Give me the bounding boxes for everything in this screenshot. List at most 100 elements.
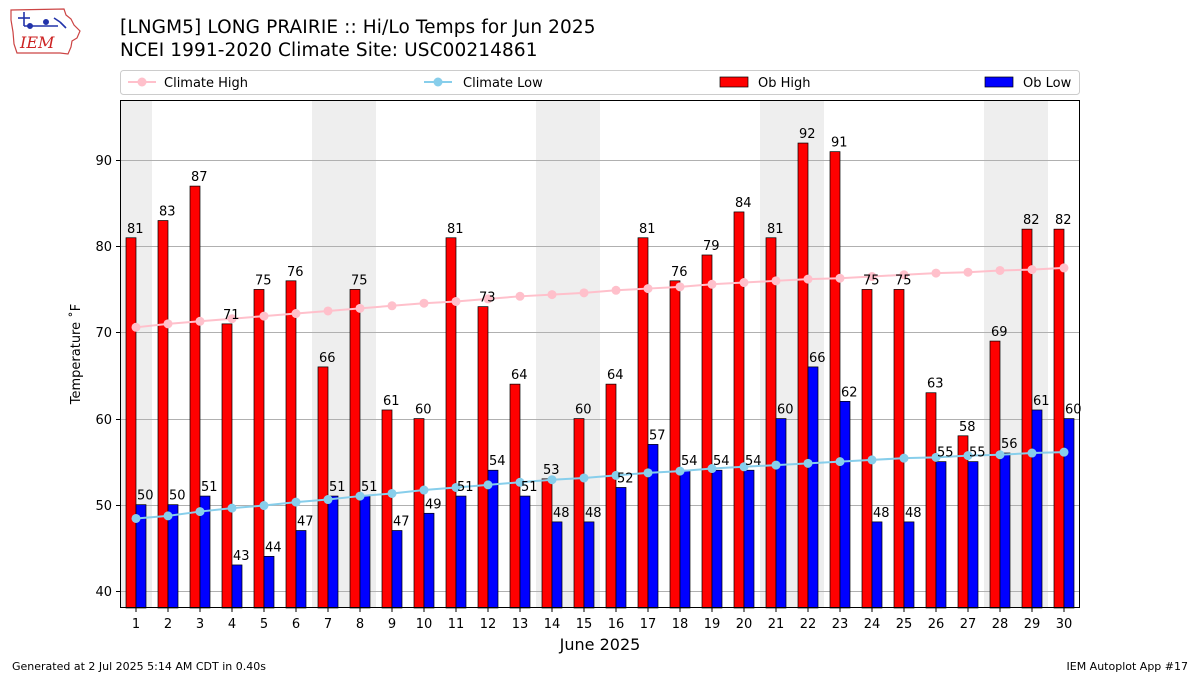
climate-low-line (135, 451, 1065, 520)
ob-low-value-label: 57 (649, 428, 666, 443)
climate-low-point (547, 475, 557, 485)
climate-high-point (675, 282, 685, 292)
x-tick-label: 16 (608, 617, 625, 632)
climate-high-point (867, 272, 877, 282)
ob-high-value-label: 75 (255, 273, 272, 288)
climate-low-point (131, 513, 141, 523)
ob-low-value-label: 55 (969, 446, 986, 461)
ob-low-value-label: 66 (809, 351, 826, 366)
ob-high-bar (637, 237, 649, 609)
climate-high-point (291, 309, 301, 319)
climate-low-point (483, 480, 493, 490)
ob-low-value-label: 54 (681, 454, 698, 469)
climate-high-point (995, 265, 1005, 275)
ob-low-value-label: 48 (553, 506, 570, 521)
ob-high-value-label: 73 (479, 291, 496, 306)
ob-high-value-label: 75 (351, 273, 368, 288)
climate-high-point (707, 279, 717, 289)
generated-timestamp: Generated at 2 Jul 2025 5:14 AM CDT in 0… (12, 660, 266, 673)
ob-high-value-label: 79 (703, 239, 720, 254)
ob-low-value-label: 50 (137, 489, 154, 504)
legend-climate-high-label: Climate High (164, 76, 248, 91)
climate-low-point (515, 477, 525, 487)
ob-low-bar (903, 521, 915, 609)
x-tick-label: 10 (416, 617, 433, 632)
x-tick-label: 21 (768, 617, 785, 632)
x-tick-label: 2 (164, 617, 172, 632)
climate-low-point (291, 497, 301, 507)
ob-low-value-label: 49 (425, 497, 442, 512)
ob-high-bar (221, 323, 233, 609)
climate-low-point (963, 451, 973, 461)
climate-low-point (227, 503, 237, 513)
ob-low-value-label: 47 (393, 515, 410, 530)
ob-high-value-label: 71 (223, 308, 240, 323)
climate-high-point (515, 291, 525, 301)
ob-high-bar (285, 280, 297, 609)
climate-high-point (899, 270, 909, 280)
iowa-state-outline (10, 8, 81, 55)
ob-high-bar (989, 340, 1001, 609)
ob-low-bar (935, 461, 947, 609)
ob-high-bar (893, 289, 905, 609)
ob-high-value-label: 53 (543, 463, 560, 478)
x-tick-label: 18 (672, 617, 689, 632)
climate-low-point (643, 468, 653, 478)
legend-ob-high-label: Ob High (758, 76, 811, 91)
ob-low-value-label: 54 (713, 454, 730, 469)
climate-high-point (323, 306, 333, 316)
y-tick-label: 80 (95, 240, 112, 255)
ob-high-bar (573, 418, 585, 609)
x-tick-label: 25 (896, 617, 913, 632)
ob-low-value-label: 54 (745, 454, 762, 469)
ob-low-bar (807, 366, 819, 609)
y-tick-label: 90 (95, 154, 112, 169)
climate-high-point (579, 288, 589, 298)
ob-low-value-label: 62 (841, 385, 858, 400)
climate-low-point (899, 453, 909, 463)
ob-low-value-label: 48 (585, 506, 602, 521)
climate-high-point (643, 284, 653, 294)
ob-high-bar (605, 383, 617, 609)
iem-logo: IEM (10, 8, 81, 55)
ob-low-value-label: 47 (297, 515, 314, 530)
x-tick-label: 30 (1056, 617, 1073, 632)
climate-high-point (483, 294, 493, 304)
climate-high-line (135, 266, 1065, 329)
climate-low-point (1027, 448, 1037, 458)
ob-low-value-label: 51 (457, 480, 474, 495)
x-tick-label: 6 (292, 617, 300, 632)
ob-low-bar (423, 512, 435, 609)
ob-low-bar (455, 495, 467, 609)
ob-high-value-label: 87 (191, 170, 208, 185)
ob-low-bar (519, 495, 531, 609)
climate-high-point (931, 268, 941, 278)
ob-high-value-label: 64 (511, 368, 528, 383)
ob-low-bar (679, 469, 691, 609)
ob-high-bar (157, 220, 169, 609)
climate-low-point (835, 457, 845, 467)
ob-high-bar (445, 237, 457, 609)
climate-high-point (803, 274, 813, 284)
ob-high-value-label: 61 (383, 394, 400, 409)
ob-low-bar (231, 564, 243, 609)
climate-high-point (739, 278, 749, 288)
ob-low-value-label: 48 (873, 506, 890, 521)
y-tick-label: 70 (95, 326, 112, 341)
iem-logo-text: IEM (19, 33, 55, 52)
legend-climate-high-marker (137, 77, 147, 87)
ob-low-value-label: 55 (937, 446, 954, 461)
x-tick-label: 24 (864, 617, 881, 632)
ob-high-bar (861, 289, 873, 609)
x-axis-label: June 2025 (559, 635, 641, 654)
x-tick-label: 17 (640, 617, 657, 632)
ob-low-value-label: 60 (1065, 403, 1082, 418)
ob-high-value-label: 75 (863, 273, 880, 288)
ob-high-value-label: 76 (287, 265, 304, 280)
x-tick-label: 29 (1024, 617, 1041, 632)
climate-low-point (355, 491, 365, 501)
ob-high-bar (349, 289, 361, 609)
ob-high-value-label: 82 (1055, 213, 1072, 228)
x-tick-label: 13 (512, 617, 529, 632)
